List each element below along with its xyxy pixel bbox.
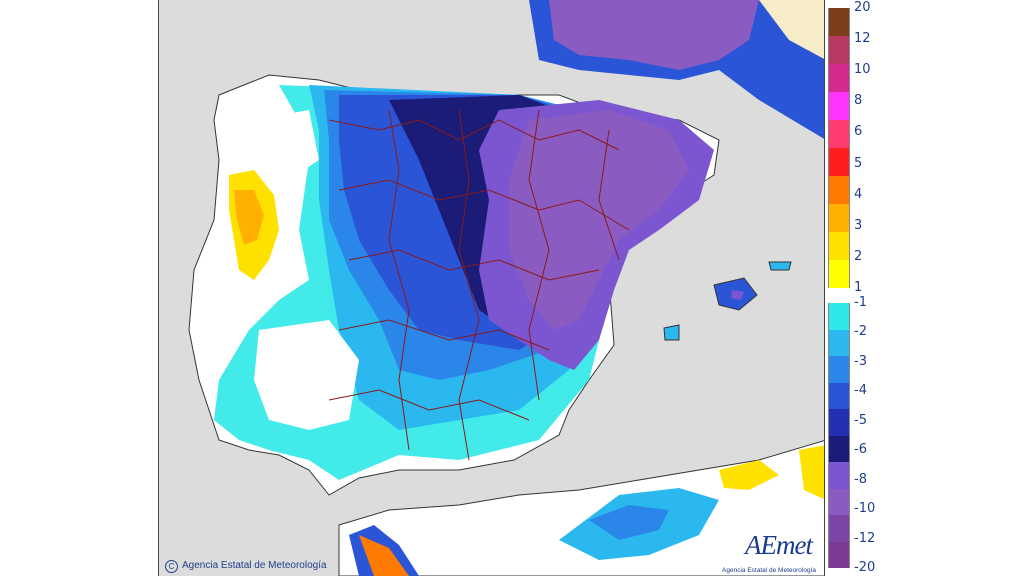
legend-label: -10 (854, 501, 876, 517)
logo-wordmark: AEmet (745, 530, 813, 560)
mallorca-core (731, 290, 744, 300)
legend-swatch (828, 541, 850, 568)
color-legend: 20 12 10 8 6 5 4 3 2 1 -1 -2 -3 -4 -5 -6 -8 -10 -12 -20 (828, 0, 888, 576)
africa-warm-west (359, 535, 409, 576)
africa-cool-2 (589, 505, 669, 540)
legend-label: -3 (854, 353, 867, 369)
legend-label: -20 (854, 560, 876, 575)
france-purple (549, 0, 759, 70)
legend-swatch (828, 260, 850, 288)
legend-label: -4 (854, 383, 867, 399)
legend-label: -12 (854, 530, 876, 546)
province-borders (328, 109, 630, 461)
legend-label: 3 (854, 217, 863, 233)
africa-warm-east (799, 445, 824, 500)
legend-swatch (828, 303, 850, 330)
legend-swatch (828, 356, 850, 383)
map-graphic (159, 0, 824, 576)
france-east-pale (759, 0, 824, 59)
copyright-text: Agencia Estatal de Meteorología (182, 560, 327, 571)
legend-label: 1 (854, 280, 863, 295)
white-southwest (254, 320, 359, 430)
legend-label: -1 (854, 295, 867, 310)
legend-swatch (828, 515, 850, 542)
ibiza (663, 324, 680, 341)
legend-label: 2 (854, 248, 863, 264)
legend-swatch (828, 204, 850, 232)
legend-swatch (828, 120, 850, 148)
zone-minus10 (509, 110, 689, 330)
copyright-icon: C (165, 560, 178, 573)
legend-swatch (828, 36, 850, 64)
legend-swatch (828, 232, 850, 260)
legend-swatch (828, 8, 850, 36)
legend-label: -6 (854, 442, 867, 458)
legend-label: 12 (854, 31, 871, 47)
legend-label: -5 (854, 412, 867, 428)
temperature-map[interactable]: C Agencia Estatal de Meteorología AEmet A… (158, 0, 825, 576)
north-africa (338, 440, 824, 576)
legend-label: 20 (854, 0, 871, 15)
legend-swatch (828, 148, 850, 176)
legend-swatch (828, 435, 850, 462)
logo-subtext: Agencia Estatal de Meteorología (722, 567, 816, 574)
legend-swatch (828, 409, 850, 436)
africa-warm-mid (719, 460, 779, 490)
legend-label: 6 (854, 124, 863, 140)
copyright-notice: C Agencia Estatal de Meteorología (165, 560, 327, 573)
aemet-logo: AEmet Agencia Estatal de Meteorología (710, 530, 820, 574)
legend-label: 10 (854, 62, 871, 78)
warm-west-core (234, 190, 264, 245)
legend-swatch (828, 382, 850, 409)
legend-swatch (828, 64, 850, 92)
legend-swatch (828, 488, 850, 515)
legend-label: 4 (854, 186, 863, 202)
legend-label: -2 (854, 324, 867, 340)
legend-swatch (828, 92, 850, 120)
white-northwest (254, 110, 319, 180)
legend-label: 8 (854, 93, 863, 109)
legend-swatch (828, 462, 850, 489)
legend-label: 5 (854, 155, 863, 171)
legend-swatch (828, 176, 850, 204)
legend-swatch (828, 329, 850, 356)
menorca (768, 261, 792, 271)
legend-label: -8 (854, 471, 867, 487)
